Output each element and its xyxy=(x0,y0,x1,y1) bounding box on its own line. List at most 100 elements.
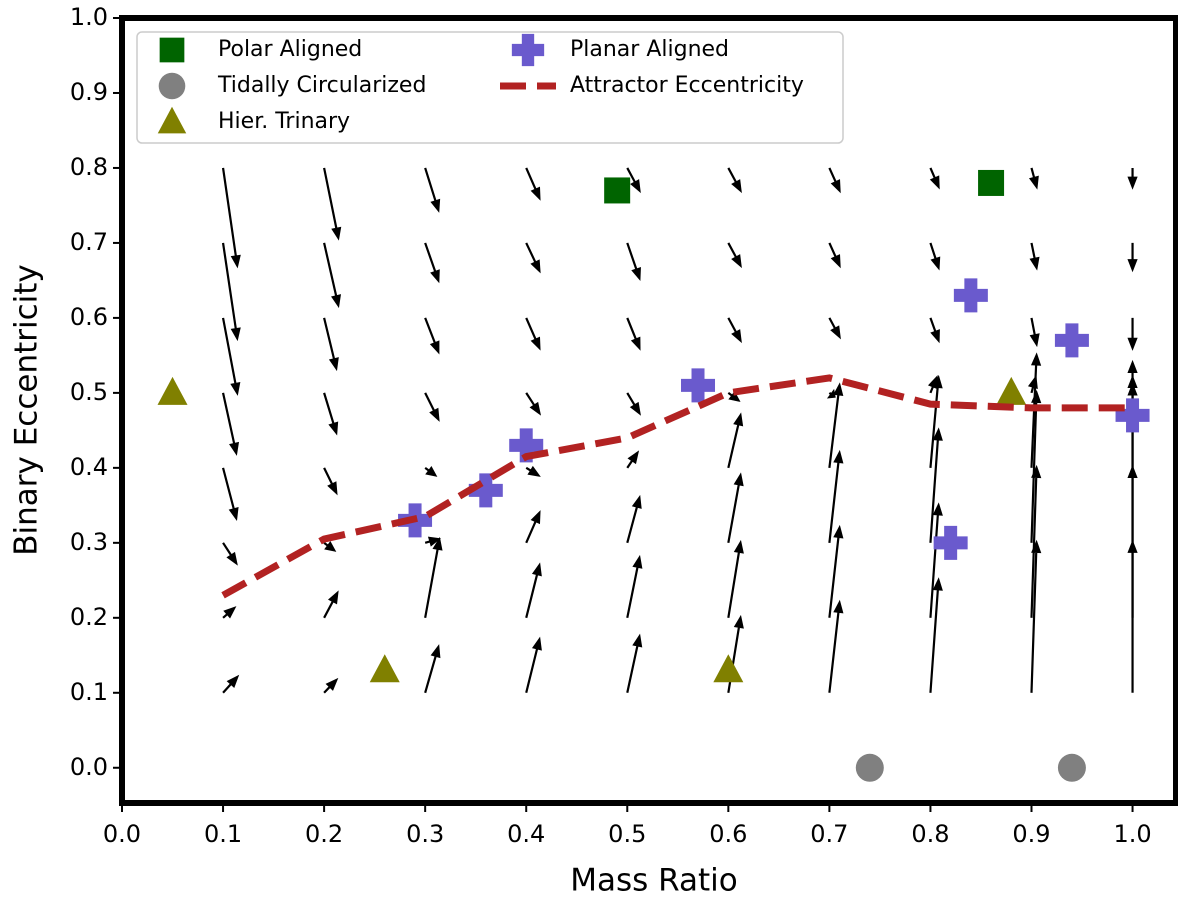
quiver-arrow xyxy=(1127,317,1138,351)
quiver-arrow xyxy=(626,392,641,416)
legend-label: Planar Aligned xyxy=(570,37,729,62)
quiver-arrow xyxy=(626,242,641,282)
quiver-arrow xyxy=(727,391,741,402)
quiver-arrow xyxy=(927,375,938,394)
attractor-line xyxy=(221,374,1133,599)
x-tick-label: 0.0 xyxy=(103,820,141,848)
y-tick-label: 0.7 xyxy=(70,228,108,256)
marker-plus xyxy=(933,525,968,560)
x-tick-label: 0.4 xyxy=(507,820,545,848)
y-tick-label: 0.6 xyxy=(70,303,108,331)
quiver-arrow xyxy=(424,644,441,694)
quiver-arrow xyxy=(626,317,641,351)
quiver-arrow xyxy=(929,577,943,693)
quiver-arrow xyxy=(626,554,643,619)
legend-label: Tidally Circularized xyxy=(217,73,426,98)
quiver-arrow xyxy=(929,317,940,344)
legend-label: Attractor Eccentricity xyxy=(570,73,804,98)
quiver-arrow xyxy=(323,167,342,241)
quiver-arrow xyxy=(323,467,338,496)
quiver-arrow xyxy=(424,536,443,619)
quiver-arrow xyxy=(323,590,339,619)
y-axis-label: Binary Eccentricity xyxy=(9,264,45,556)
marker-triangle xyxy=(369,654,400,683)
quiver-arrow xyxy=(222,542,238,566)
marker-square xyxy=(159,37,185,63)
quiver-arrow xyxy=(525,392,542,416)
quiver-arrow xyxy=(424,536,441,547)
marker-plus xyxy=(468,473,503,508)
quiver-arrow xyxy=(424,317,440,355)
marker-plus xyxy=(953,278,988,313)
marker-triangle xyxy=(157,376,188,405)
quiver-arrow xyxy=(727,472,744,544)
quiver-arrow xyxy=(323,677,339,694)
quiver-arrow xyxy=(221,242,241,342)
quiver-arrow xyxy=(828,167,841,194)
marker-triangle xyxy=(996,376,1027,405)
x-tick-label: 1.0 xyxy=(1113,820,1151,848)
y-tick-label: 0.9 xyxy=(70,78,108,106)
quiver-arrow xyxy=(727,539,744,618)
quiver-arrow xyxy=(1127,374,1138,393)
quiver-arrow xyxy=(828,524,844,618)
quiver-arrow xyxy=(1029,317,1040,348)
marker-triangle xyxy=(157,106,187,134)
quiver-arrow xyxy=(626,450,640,469)
legend-label: Polar Aligned xyxy=(218,37,362,62)
quiver-arrow xyxy=(828,449,844,543)
quiver-arrow xyxy=(727,167,742,194)
quiver-arrow xyxy=(221,392,240,456)
quiver-arrow xyxy=(929,167,940,190)
quiver-arrow xyxy=(727,317,742,344)
y-tick-label: 0.1 xyxy=(70,678,108,706)
quiver-arrow xyxy=(525,636,542,694)
marker-circle xyxy=(1057,753,1086,782)
quiver-arrow xyxy=(828,317,841,340)
x-tick-label: 0.9 xyxy=(1012,820,1050,848)
quiver-arrow xyxy=(525,465,541,477)
quiver-arrow xyxy=(727,242,742,269)
quiver-arrow xyxy=(525,242,541,274)
x-tick-label: 0.2 xyxy=(305,820,343,848)
quiver-arrow xyxy=(929,427,943,543)
quiver-arrow xyxy=(221,167,241,269)
quiver-arrow xyxy=(828,242,841,269)
quiver-arrow xyxy=(929,242,941,271)
quiver-arrow xyxy=(826,388,836,399)
quiver-arrow xyxy=(828,599,844,693)
y-tick-label: 0.8 xyxy=(70,153,108,181)
quiver-arrow xyxy=(323,392,339,436)
x-tick-label: 0.7 xyxy=(810,820,848,848)
quiver-arrow xyxy=(929,502,943,618)
plot-frame xyxy=(119,15,1178,806)
y-tick-label: 0.5 xyxy=(70,378,108,406)
quiver-arrow xyxy=(626,167,641,194)
quiver-arrow xyxy=(1028,167,1039,190)
quiver-arrow xyxy=(424,167,441,213)
quiver-arrow xyxy=(828,382,844,468)
x-tick-label: 0.5 xyxy=(608,820,646,848)
quiver-arrow xyxy=(1127,242,1138,273)
quiver-arrow xyxy=(626,494,642,544)
y-tick-label: 0.0 xyxy=(70,753,108,781)
quiver-arrow xyxy=(525,167,541,201)
quiver-arrow xyxy=(424,466,438,477)
quiver-arrow xyxy=(222,674,240,694)
marker-square xyxy=(604,177,631,204)
quiver-arrow xyxy=(323,317,339,372)
quiver-arrow xyxy=(323,242,341,309)
y-tick-label: 0.2 xyxy=(70,603,108,631)
x-tick-label: 0.1 xyxy=(204,820,242,848)
legend: Polar Aligned Tidally Circularized Hier. T… xyxy=(136,31,844,144)
legend-box xyxy=(136,31,844,144)
x-axis-label: Mass Ratio xyxy=(570,863,738,897)
marker-triangle xyxy=(713,654,744,683)
marker-plus xyxy=(681,368,716,403)
marker-plus xyxy=(1115,398,1150,433)
quiver-arrow xyxy=(323,540,337,552)
marker-plus xyxy=(511,33,545,67)
quiver-arrow xyxy=(525,317,541,351)
quiver-arrow xyxy=(424,392,440,422)
